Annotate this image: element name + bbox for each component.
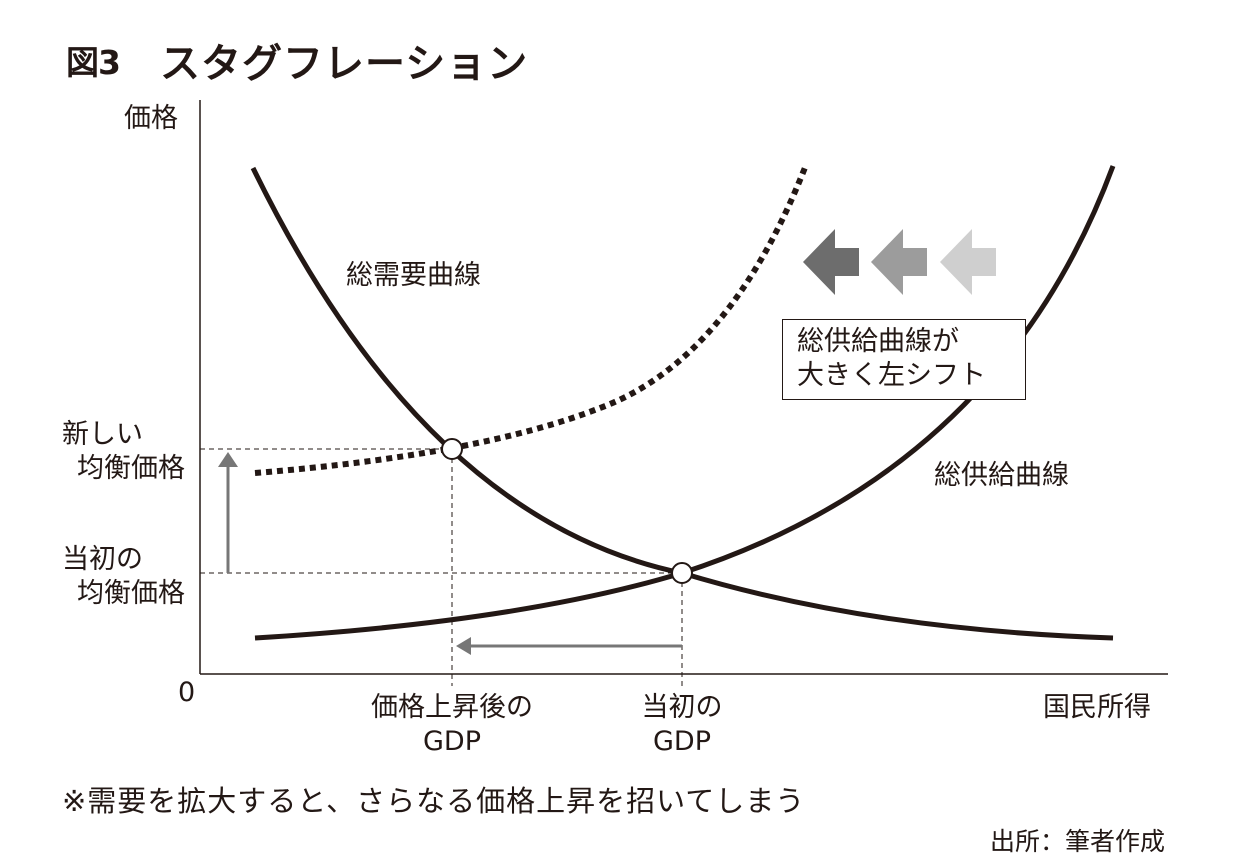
price-rise-arrow-head bbox=[218, 452, 238, 467]
aggregate-demand-curve-label: 総需要曲線 bbox=[346, 260, 481, 291]
x-axis-label: 国民所得 bbox=[1043, 692, 1151, 723]
shift-arrow-mid bbox=[871, 229, 927, 295]
y-axis-label: 価格 bbox=[124, 103, 178, 134]
origin-label: 0 bbox=[178, 677, 196, 708]
initial-equilibrium-point bbox=[671, 562, 693, 584]
new-equilibrium-price-label: 新しい 均衡価格 bbox=[62, 419, 185, 484]
shift-arrow-dark bbox=[803, 229, 859, 295]
source-credit: 出所：筆者作成 bbox=[989, 827, 1165, 856]
supply-shift-callout: 総供給曲線が 大きく左シフト bbox=[782, 319, 1026, 400]
shift-arrow-light bbox=[940, 229, 996, 295]
gdp-after-price-rise-label: 価格上昇後の GDP bbox=[371, 692, 533, 757]
initial-gdp-label: 当初の GDP bbox=[641, 692, 723, 757]
initial-equilibrium-price-label: 当初の 均衡価格 bbox=[62, 544, 185, 609]
gdp-decline-arrow-head bbox=[456, 637, 471, 655]
shifted-aggregate-supply-curve bbox=[254, 163, 809, 476]
aggregate-supply-curve-label: 総供給曲線 bbox=[934, 460, 1069, 491]
figure-title: スタグフレーション bbox=[160, 41, 529, 87]
footnote: ※需要を拡大すると、さらなる価格上昇を招いてしまう bbox=[62, 784, 806, 818]
aggregate-supply-curve bbox=[254, 165, 1116, 641]
figure-number: 図3 bbox=[66, 43, 121, 82]
aggregate-demand-curve bbox=[250, 166, 1114, 641]
new-equilibrium-point bbox=[441, 438, 463, 460]
